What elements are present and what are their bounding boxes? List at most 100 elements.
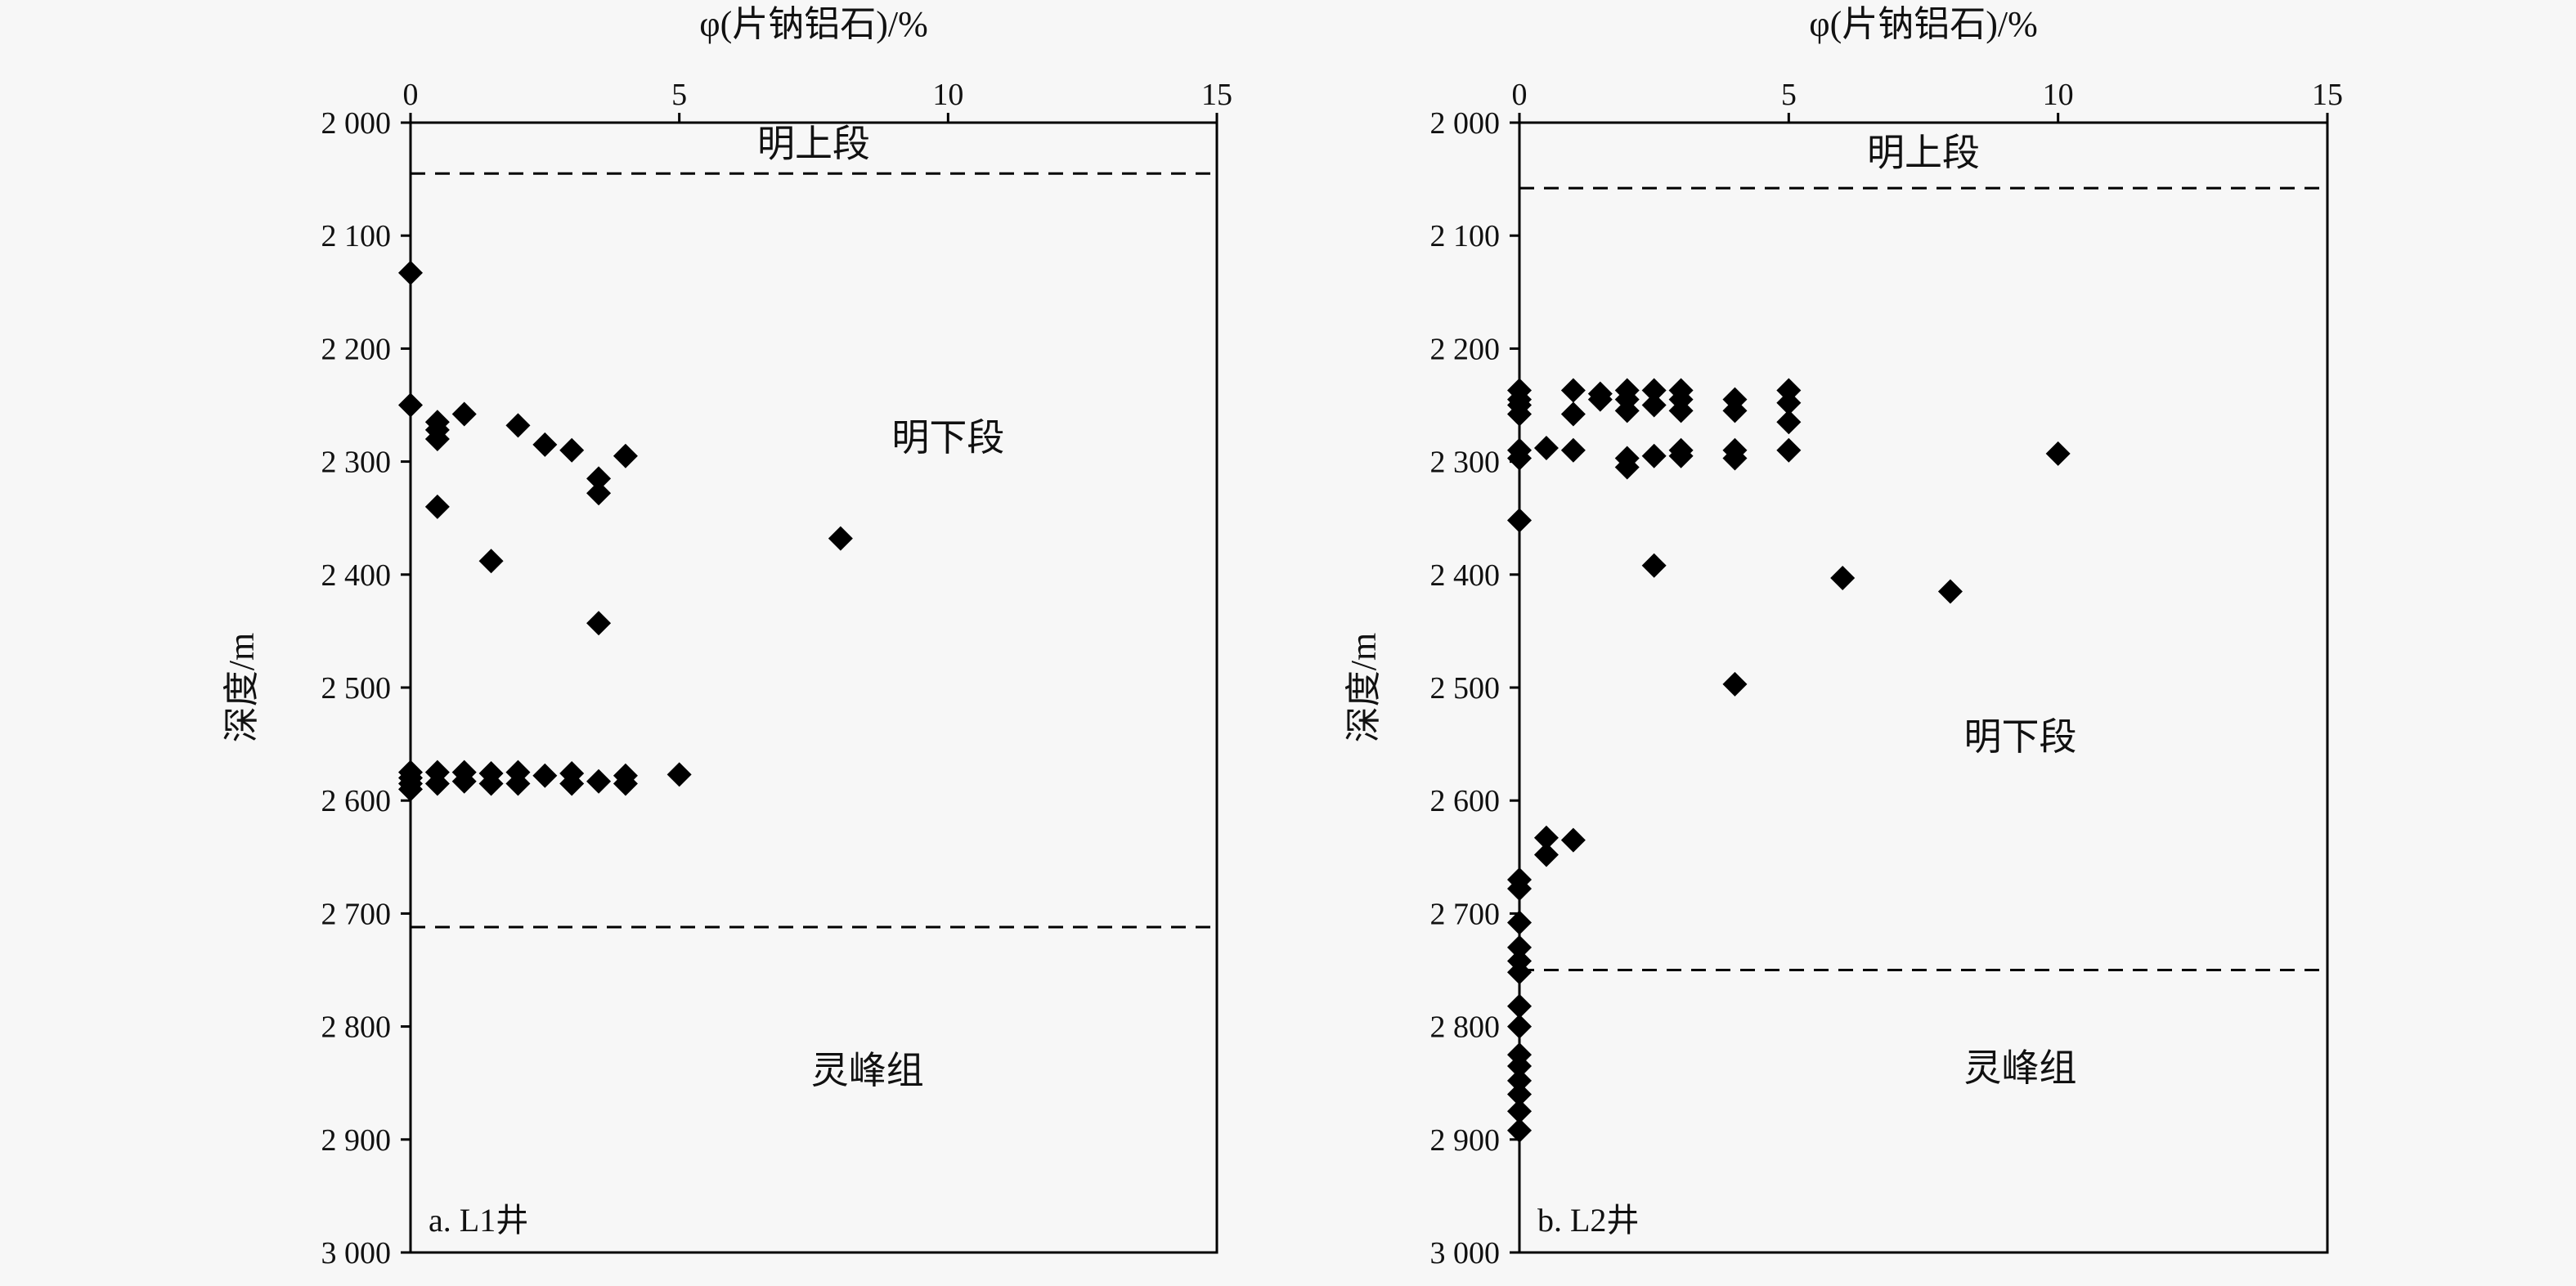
data-point xyxy=(1507,910,1532,935)
data-point xyxy=(451,401,477,427)
y-tick-label: 2 600 xyxy=(1430,784,1501,818)
x-tick-label: 0 xyxy=(1512,78,1528,112)
data-point xyxy=(586,466,612,491)
x-tick-label: 15 xyxy=(2312,78,2343,112)
y-tick-label: 2 300 xyxy=(321,446,392,480)
data-point xyxy=(398,260,423,285)
data-point xyxy=(586,481,612,506)
data-point xyxy=(505,413,531,438)
y-axis-title: 深度/m xyxy=(222,633,262,742)
y-tick-label: 2 400 xyxy=(321,558,392,593)
data-point xyxy=(1507,1014,1532,1039)
data-point xyxy=(1722,671,1748,697)
y-tick-label: 2 700 xyxy=(1430,897,1501,931)
y-tick-label: 2 000 xyxy=(1430,106,1501,141)
data-point xyxy=(613,443,638,468)
data-point xyxy=(1722,398,1748,423)
data-point xyxy=(1533,436,1559,461)
y-tick-label: 3 000 xyxy=(1430,1236,1501,1270)
y-tick-label: 2 000 xyxy=(321,106,392,141)
data-point xyxy=(2045,441,2071,466)
data-point xyxy=(1507,1068,1532,1093)
data-point xyxy=(451,768,477,794)
data-point xyxy=(505,771,531,796)
zone-label: 灵峰组 xyxy=(811,1050,924,1091)
data-point xyxy=(532,432,558,457)
y-tick-label: 2 900 xyxy=(1430,1123,1501,1158)
data-point xyxy=(1507,960,1532,985)
data-point xyxy=(1614,455,1640,480)
data-point xyxy=(1560,827,1586,853)
data-point xyxy=(1507,1118,1532,1143)
zone-label: 明上段 xyxy=(757,123,870,165)
data-point xyxy=(1722,446,1748,471)
y-tick-label: 2 500 xyxy=(1430,671,1501,706)
x-axis-title: φ(片钠铝石)/% xyxy=(699,4,928,44)
data-point xyxy=(478,771,504,796)
data-point xyxy=(586,611,612,636)
data-point xyxy=(1560,437,1586,463)
data-point xyxy=(1507,1053,1532,1078)
data-point xyxy=(1641,553,1667,578)
data-point xyxy=(1776,378,1802,403)
data-point xyxy=(1776,410,1802,435)
data-point xyxy=(666,762,692,787)
data-point xyxy=(1937,579,1963,604)
data-point xyxy=(1776,390,1802,415)
data-point xyxy=(1641,378,1667,403)
data-point xyxy=(1507,508,1532,533)
y-tick-label: 2 300 xyxy=(1430,446,1501,480)
data-point xyxy=(1614,398,1640,423)
data-point xyxy=(1641,392,1667,418)
data-point xyxy=(424,771,450,796)
x-tick-label: 10 xyxy=(932,78,963,112)
data-point xyxy=(586,768,612,794)
data-point xyxy=(478,549,504,574)
data-point xyxy=(1560,378,1586,403)
data-point xyxy=(398,777,423,802)
data-point xyxy=(398,392,423,418)
y-tick-label: 3 000 xyxy=(321,1236,392,1270)
data-point xyxy=(1507,446,1532,471)
data-point xyxy=(532,763,558,788)
panel-label: b. L2井 xyxy=(1537,1202,1639,1239)
y-tick-label: 2 100 xyxy=(1430,219,1501,253)
panel-label: a. L1井 xyxy=(429,1202,528,1239)
data-point xyxy=(828,526,853,551)
y-tick-label: 2 900 xyxy=(321,1123,392,1158)
data-point xyxy=(1507,993,1532,1019)
data-point xyxy=(1641,443,1667,468)
data-point xyxy=(1507,1082,1532,1107)
data-point xyxy=(559,771,585,796)
data-point xyxy=(1587,387,1613,412)
data-point xyxy=(1533,825,1559,850)
y-axis-title: 深度/m xyxy=(1344,633,1384,742)
y-tick-label: 2 600 xyxy=(321,784,392,818)
x-axis-title: φ(片钠铝石)/% xyxy=(1809,4,2038,44)
y-tick-label: 2 700 xyxy=(321,897,392,931)
y-tick-label: 2 800 xyxy=(1430,1010,1501,1045)
y-tick-label: 2 200 xyxy=(321,332,392,366)
x-tick-label: 5 xyxy=(1781,78,1797,112)
data-point xyxy=(1560,401,1586,427)
panel-l2-well: 0 5 10 15 2 000 2 100 2 200 2 300 2 400 2 500 2 60… xyxy=(1344,4,2343,1270)
y-tick-label: 2 400 xyxy=(1430,558,1501,593)
data-point xyxy=(1668,443,1694,468)
x-tick-label: 15 xyxy=(1201,78,1232,112)
data-point xyxy=(613,771,638,796)
y-tick-label: 2 800 xyxy=(321,1010,392,1045)
y-tick-label: 2 200 xyxy=(1430,332,1501,366)
data-point xyxy=(1507,1099,1532,1124)
zone-label: 明上段 xyxy=(1867,132,1980,174)
data-point xyxy=(1507,934,1532,960)
x-tick-label: 10 xyxy=(2043,78,2074,112)
y-tick-label: 2 100 xyxy=(321,219,392,253)
data-point xyxy=(1776,437,1802,463)
data-point xyxy=(1533,842,1559,867)
data-point xyxy=(1507,401,1532,427)
data-point xyxy=(1830,565,1856,590)
y-tick-label: 2 500 xyxy=(321,671,392,706)
data-point xyxy=(424,426,450,451)
x-tick-label: 5 xyxy=(671,78,687,112)
